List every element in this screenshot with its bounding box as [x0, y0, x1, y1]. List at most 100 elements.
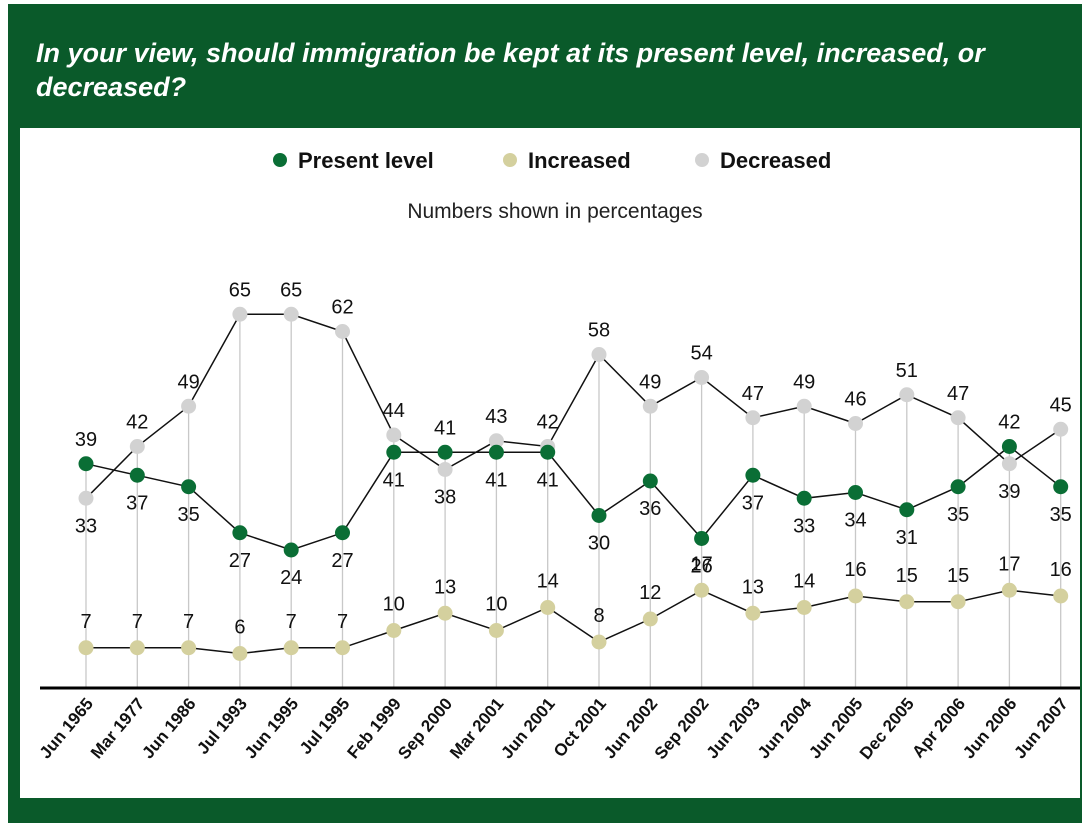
data-label-present-level: 35 [177, 504, 199, 526]
point-increased [642, 611, 658, 627]
point-increased [129, 640, 145, 656]
point-increased [78, 640, 94, 656]
point-decreased [437, 462, 453, 477]
data-label-increased: 15 [896, 565, 918, 587]
point-present-level [181, 479, 197, 495]
point-present-level [335, 525, 350, 541]
line-chart: Present level Increased Decreased Numbers … [36, 148, 1080, 763]
data-label-increased: 17 [690, 553, 712, 575]
series-lines [85, 313, 1062, 655]
point-decreased [796, 398, 812, 414]
data-label-increased: 8 [593, 605, 604, 627]
point-increased [1053, 588, 1069, 604]
x-tick-label: Jun 1986 [138, 694, 199, 762]
data-label-increased: 10 [383, 594, 405, 616]
data-label-increased: 10 [485, 594, 507, 616]
point-present-level [745, 467, 761, 483]
data-label-decreased: 39 [998, 481, 1020, 503]
chart-subtitle: Numbers shown in percentages [407, 200, 702, 223]
data-labels: 39 33 7 37 42 7 35 49 7 27 65 6 24 65 7 27 62 7 41 44 10 41 38… [75, 279, 1072, 638]
data-label-increased: 7 [80, 611, 91, 633]
point-decreased [899, 387, 915, 403]
chart-title: In your view, should immigration be kept… [36, 38, 985, 102]
point-present-level [283, 542, 299, 558]
point-present-level [1001, 439, 1017, 454]
data-label-present-level: 24 [280, 567, 302, 589]
data-label-decreased: 45 [1050, 394, 1072, 416]
legend-marker-decreased [695, 153, 709, 167]
point-present-level [488, 444, 504, 460]
point-decreased [386, 427, 402, 443]
data-label-present-level: 34 [844, 510, 866, 532]
x-tick-label: Sep 2002 [651, 694, 713, 763]
point-decreased [848, 416, 863, 431]
data-label-present-level: 31 [896, 527, 918, 549]
drop-lines [85, 314, 1062, 688]
point-increased [745, 605, 761, 621]
point-increased [335, 640, 350, 656]
data-label-increased: 7 [183, 611, 194, 633]
point-decreased [335, 324, 350, 339]
data-label-increased: 6 [234, 617, 245, 639]
x-tick-label: Mar 1977 [87, 694, 148, 762]
data-label-present-level: 42 [998, 412, 1020, 434]
point-increased [950, 594, 966, 610]
point-increased [694, 582, 710, 598]
data-label-present-level: 30 [588, 533, 610, 555]
data-label-increased: 13 [434, 576, 456, 598]
x-tick-label: Jun 1995 [241, 694, 302, 762]
point-increased [488, 623, 504, 638]
point-present-level [642, 473, 658, 489]
data-label-decreased: 38 [434, 487, 456, 509]
point-increased [283, 640, 299, 656]
data-label-increased: 14 [793, 571, 815, 593]
point-present-level [232, 525, 248, 541]
data-label-increased: 17 [998, 553, 1020, 575]
x-tick-label: Jun 2007 [1010, 694, 1071, 762]
x-tick-label: Jun 2006 [959, 694, 1020, 762]
point-present-level [386, 444, 402, 460]
point-present-level [78, 456, 94, 472]
legend-marker-increased [503, 153, 517, 167]
data-label-present-level: 39 [75, 429, 97, 451]
data-label-decreased: 47 [947, 383, 969, 405]
point-present-level [1053, 479, 1069, 495]
point-decreased [283, 306, 299, 322]
data-label-increased: 12 [639, 582, 661, 604]
x-tick-label: Dec 2005 [856, 694, 918, 763]
point-present-level [796, 490, 812, 506]
point-present-level [899, 502, 915, 518]
x-tick-label: Jun 2001 [497, 694, 558, 762]
point-decreased [1053, 421, 1069, 437]
data-label-decreased: 42 [126, 412, 148, 434]
point-decreased [591, 347, 607, 362]
point-present-level [591, 508, 607, 523]
data-label-present-level: 36 [639, 498, 661, 520]
chart-panel: Present level Increased Decreased Numbers … [20, 128, 1080, 798]
data-label-decreased: 65 [280, 279, 302, 301]
data-label-present-level: 41 [383, 469, 405, 491]
series-line-increased [86, 589, 1061, 655]
data-points [78, 306, 1069, 661]
point-decreased [1001, 456, 1017, 472]
point-increased [232, 646, 248, 661]
point-increased [796, 600, 812, 615]
series-line-present-level [85, 445, 1062, 551]
point-present-level [950, 479, 966, 495]
data-label-decreased: 33 [75, 515, 97, 537]
point-present-level [129, 467, 145, 483]
data-label-decreased: 49 [793, 371, 815, 393]
data-label-decreased: 51 [896, 360, 918, 382]
data-label-present-level: 37 [742, 492, 764, 514]
point-decreased [78, 490, 94, 506]
point-decreased [181, 398, 197, 414]
data-label-decreased: 49 [639, 371, 661, 393]
point-increased [899, 594, 915, 610]
data-label-decreased: 65 [229, 279, 251, 301]
data-label-present-level: 26 [690, 556, 712, 578]
data-label-present-level: 27 [229, 550, 251, 572]
point-increased [591, 634, 607, 650]
point-present-level [694, 531, 710, 546]
data-label-increased: 7 [132, 611, 143, 633]
